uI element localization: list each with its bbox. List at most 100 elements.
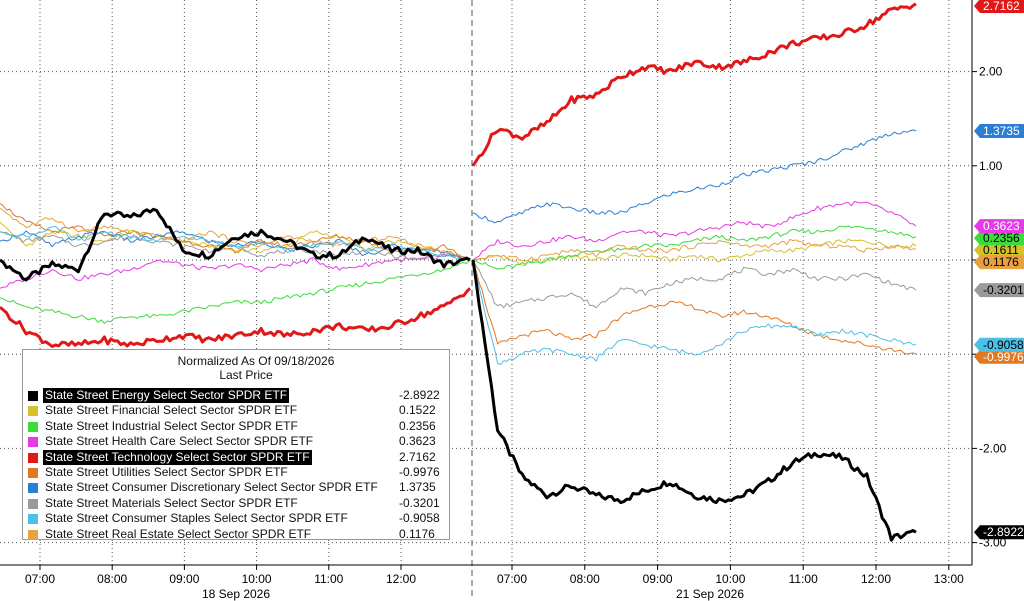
last-value-tag-text: 2.7162 — [983, 0, 1020, 13]
last-value-tag — [974, 123, 1024, 138]
legend-series-name: State Street Real Estate Select Sector S… — [45, 526, 312, 541]
series-line — [471, 2, 917, 167]
last-value-tag — [974, 525, 1024, 540]
last-value-tag-text: 0.3623 — [983, 219, 1020, 233]
series-line — [0, 287, 472, 348]
legend-series-name: State Street Financial Select Sector SPD… — [45, 403, 298, 418]
legend-row: State Street Energy Select Sector SPDR E… — [23, 388, 449, 404]
x-tick-label: 07:00 — [25, 572, 55, 586]
series-line — [0, 207, 471, 261]
legend-last-price: -2.8922 — [399, 388, 440, 402]
legend-series-name: State Street Consumer Staples Select Sec… — [45, 511, 348, 526]
legend-swatch — [28, 498, 38, 509]
y-tick-label: 2.00 — [979, 65, 1003, 79]
legend-header-last-price: Last Price — [219, 368, 273, 382]
x-tick-label: 12:00 — [861, 572, 891, 586]
series-line — [472, 225, 917, 270]
legend-rows: State Street Energy Select Sector SPDR E… — [23, 388, 449, 542]
legend-row: State Street Financial Select Sector SPD… — [23, 403, 449, 418]
last-value-tag — [974, 337, 1024, 352]
x-date-label: 18 Sep 2026 — [202, 587, 270, 601]
last-value-tag-text: -0.9976 — [983, 350, 1024, 364]
last-value-tag — [974, 231, 1024, 246]
x-tick-label: 07:00 — [497, 572, 527, 586]
series-line — [0, 221, 471, 261]
series-line — [472, 259, 917, 309]
x-tick-label: 11:00 — [789, 572, 818, 586]
last-value-tag-text: 0.1176 — [983, 255, 1019, 269]
series-line — [0, 207, 471, 282]
series-line — [0, 231, 471, 261]
series-line — [472, 259, 917, 355]
legend-swatch — [28, 391, 38, 401]
last-value-tag — [974, 0, 1024, 13]
last-value-tag — [974, 255, 1024, 270]
legend-last-price: -0.9976 — [399, 464, 440, 479]
legend-row: State Street Health Care Select Sector S… — [23, 434, 449, 449]
series-lines — [0, 2, 917, 542]
series-line — [0, 226, 470, 261]
legend-swatch — [28, 483, 38, 494]
series-line — [472, 238, 917, 266]
x-tick-label: 10:00 — [715, 572, 745, 586]
legend-row: State Street Consumer Discretionary Sele… — [23, 480, 449, 495]
legend-swatch — [28, 529, 38, 540]
legend-row: State Street Technology Select Sector SP… — [23, 449, 449, 465]
legend-row: State Street Real Estate Select Sector S… — [23, 527, 449, 542]
legend-series-name: State Street Materials Select Sector SPD… — [45, 495, 298, 510]
last-value-tag — [974, 283, 1024, 298]
x-tick-label: 13:00 — [934, 572, 964, 586]
last-value-tag-text: -0.9058 — [983, 338, 1024, 352]
legend-swatch — [28, 452, 38, 463]
legend-series-name: State Street Industrial Select Sector SP… — [45, 418, 298, 433]
legend-swatch — [28, 406, 38, 417]
x-date-label: 21 Sep 2026 — [676, 587, 744, 601]
legend-row: State Street Industrial Select Sector SP… — [23, 419, 449, 434]
series-line — [0, 259, 471, 324]
series-line — [0, 253, 471, 289]
legend-swatch — [28, 421, 38, 432]
legend-last-price: 0.1522 — [399, 403, 436, 418]
legend-swatch — [28, 514, 38, 525]
x-tick-label: 10:00 — [242, 572, 272, 586]
legend-swatch — [28, 437, 38, 448]
legend-last-price: 0.1176 — [399, 526, 435, 541]
x-tick-label: 08:00 — [570, 572, 600, 586]
series-line — [472, 129, 917, 224]
legend-last-price: 0.2356 — [399, 418, 436, 433]
last-value-tag-text: 1.3735 — [983, 124, 1020, 138]
legend-series-name: State Street Health Care Select Sector S… — [45, 434, 314, 449]
y-tick-label: -2.00 — [979, 441, 1007, 455]
legend: Normalized As Of 09/18/2026 Last Price S… — [22, 349, 450, 542]
last-value-tag — [974, 349, 1024, 364]
legend-series-name: State Street Utilities Select Sector SPD… — [45, 464, 288, 479]
legend-last-price: -0.9058 — [399, 511, 440, 526]
series-line — [472, 201, 917, 261]
legend-last-price: 2.7162 — [399, 449, 436, 464]
x-tick-label: 09:00 — [169, 572, 199, 586]
last-value-tag — [974, 219, 1024, 234]
x-tick-label: 11:00 — [314, 572, 343, 586]
legend-last-price: 1.3735 — [399, 480, 436, 495]
legend-header-normalized: Normalized As Of 09/18/2026 — [177, 354, 335, 368]
legend-series-name: State Street Energy Select Sector SPDR E… — [43, 388, 290, 404]
series-line — [472, 238, 917, 262]
legend-last-price: -0.3201 — [399, 495, 440, 510]
legend-series-name: State Street Technology Select Sector SP… — [43, 449, 312, 465]
last-value-tag-text: 0.1611 — [983, 243, 1019, 257]
y-tick-label: 1.00 — [979, 159, 1003, 173]
legend-row: State Street Consumer Staples Select Sec… — [23, 511, 449, 526]
x-tick-label: 08:00 — [97, 572, 127, 586]
legend-row: State Street Materials Select Sector SPD… — [23, 496, 449, 511]
grid — [0, 0, 972, 600]
series-line — [471, 259, 917, 542]
last-value-tag — [974, 243, 1024, 258]
last-value-tag-text: -2.8922 — [983, 525, 1024, 539]
last-value-tag-text: 0.2356 — [983, 231, 1020, 245]
x-tick-label: 12:00 — [386, 572, 416, 586]
legend-swatch — [28, 467, 38, 478]
last-value-tag-text: -0.3201 — [983, 283, 1024, 297]
series-line — [472, 259, 916, 365]
